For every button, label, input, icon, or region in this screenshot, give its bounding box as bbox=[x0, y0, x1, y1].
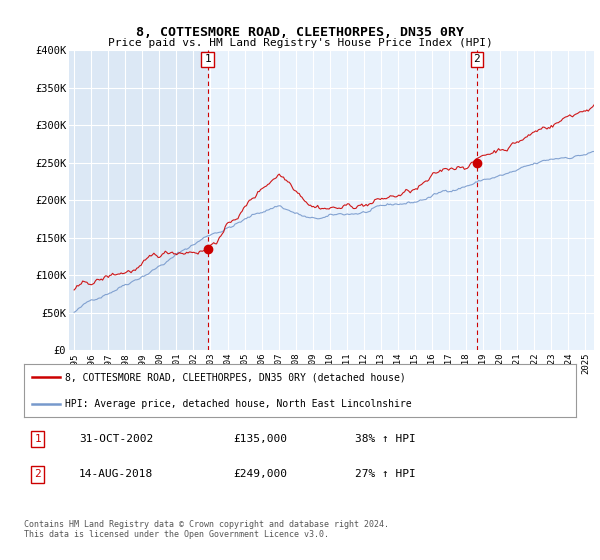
Text: 8, COTTESMORE ROAD, CLEETHORPES, DN35 0RY (detached house): 8, COTTESMORE ROAD, CLEETHORPES, DN35 0R… bbox=[65, 372, 406, 382]
Bar bbox=[208, 50, 594, 350]
Text: 1: 1 bbox=[204, 54, 211, 64]
Text: 2: 2 bbox=[34, 469, 41, 479]
Text: 38% ↑ HPI: 38% ↑ HPI bbox=[355, 434, 416, 444]
Text: 1: 1 bbox=[34, 434, 41, 444]
Text: Contains HM Land Registry data © Crown copyright and database right 2024.
This d: Contains HM Land Registry data © Crown c… bbox=[24, 520, 389, 539]
Text: £249,000: £249,000 bbox=[234, 469, 288, 479]
Text: 8, COTTESMORE ROAD, CLEETHORPES, DN35 0RY: 8, COTTESMORE ROAD, CLEETHORPES, DN35 0R… bbox=[136, 26, 464, 39]
Text: Price paid vs. HM Land Registry's House Price Index (HPI): Price paid vs. HM Land Registry's House … bbox=[107, 38, 493, 48]
Text: 31-OCT-2002: 31-OCT-2002 bbox=[79, 434, 154, 444]
Text: HPI: Average price, detached house, North East Lincolnshire: HPI: Average price, detached house, Nort… bbox=[65, 399, 412, 409]
Text: £135,000: £135,000 bbox=[234, 434, 288, 444]
Text: 2: 2 bbox=[473, 54, 480, 64]
Text: 14-AUG-2018: 14-AUG-2018 bbox=[79, 469, 154, 479]
Text: 27% ↑ HPI: 27% ↑ HPI bbox=[355, 469, 416, 479]
